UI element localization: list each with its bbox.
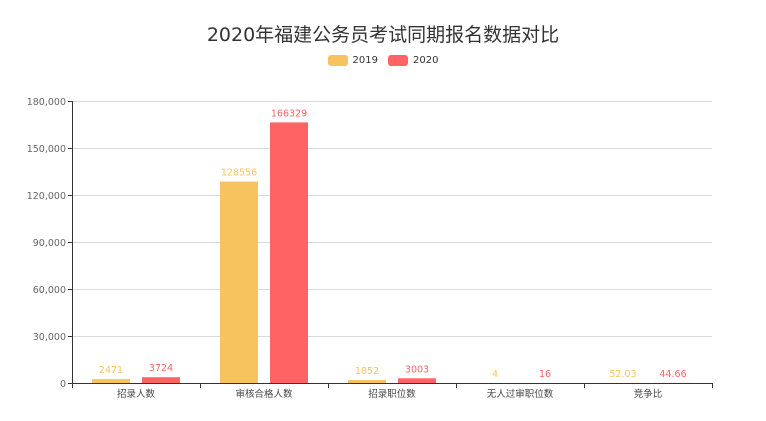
y-tick-label: 150,000 bbox=[27, 144, 66, 155]
bar-value-label: 2471 bbox=[99, 365, 123, 376]
x-category-label: 招录职位数 bbox=[368, 388, 416, 400]
bar-value-label: 16 bbox=[539, 369, 551, 380]
legend-label-2020: 2020 bbox=[413, 55, 439, 66]
legend: 2019 2020 bbox=[0, 55, 766, 66]
bar-2019[interactable] bbox=[348, 380, 386, 383]
bar-2020[interactable] bbox=[270, 122, 308, 383]
bar-2020[interactable] bbox=[142, 377, 180, 383]
x-category-label: 无人过审职位数 bbox=[487, 388, 554, 400]
bar-value-label: 52.03 bbox=[609, 369, 636, 380]
y-tick-label: 90,000 bbox=[33, 238, 66, 249]
y-tick-label: 120,000 bbox=[27, 191, 66, 202]
legend-item-2020[interactable]: 2020 bbox=[388, 55, 438, 66]
bar-value-label: 3003 bbox=[405, 364, 429, 375]
bar-value-label: 166329 bbox=[271, 108, 307, 119]
bar-value-label: 44.66 bbox=[659, 369, 686, 380]
bar-2019[interactable] bbox=[92, 379, 130, 383]
x-category-label: 竞争比 bbox=[634, 388, 663, 400]
bar-value-label: 1852 bbox=[355, 366, 379, 377]
legend-label-2019: 2019 bbox=[352, 55, 378, 66]
chart-title: 2020年福建公务员考试同期报名数据对比 bbox=[206, 24, 560, 46]
bar-2020[interactable] bbox=[398, 378, 436, 383]
bar-value-label: 3724 bbox=[149, 363, 173, 374]
legend-item-2019[interactable]: 2019 bbox=[327, 55, 378, 66]
legend-swatch-2020 bbox=[388, 55, 408, 66]
y-tick-label: 0 bbox=[60, 379, 66, 390]
x-category-label: 审核合格人数 bbox=[235, 388, 293, 400]
y-tick-label: 30,000 bbox=[33, 332, 66, 343]
bar-value-label: 4 bbox=[492, 369, 498, 380]
x-category-label: 招录人数 bbox=[117, 388, 156, 400]
y-tick-label: 60,000 bbox=[33, 285, 66, 296]
bar-2019[interactable] bbox=[220, 181, 258, 383]
legend-swatch-2019 bbox=[327, 55, 348, 66]
y-tick-label: 180,000 bbox=[27, 97, 66, 108]
bar-value-label: 128556 bbox=[221, 168, 257, 179]
